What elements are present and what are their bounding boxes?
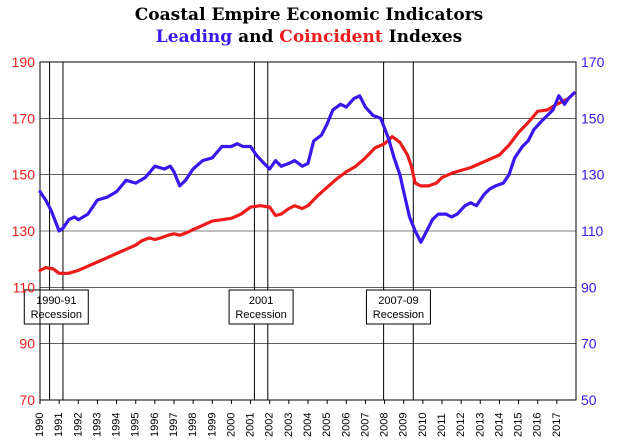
x-tick-2010: 2010 <box>417 413 429 437</box>
x-tick-2011: 2011 <box>436 413 448 437</box>
x-tick-2013: 2013 <box>474 413 486 437</box>
recession-box-0 <box>23 289 89 325</box>
y-right-tick-110: 110 <box>581 223 604 239</box>
series-line-coincident <box>38 91 576 275</box>
x-tick-2009: 2009 <box>398 413 410 437</box>
y-right-tick-130: 130 <box>581 167 605 183</box>
x-tick-2003: 2003 <box>283 413 295 437</box>
y-left-tick-70: 70 <box>19 392 35 408</box>
y-right-tick-170: 170 <box>581 54 605 70</box>
subtitle-part-coincident: Coincident <box>279 27 383 47</box>
x-tick-1991: 1991 <box>53 413 65 437</box>
series-line-leading <box>38 91 576 244</box>
x-tick-2000: 2000 <box>225 413 237 437</box>
subtitle-part-indexes: Indexes <box>383 27 462 47</box>
x-tick-1993: 1993 <box>91 413 103 437</box>
recession-sublabel-2: Recession <box>373 309 424 321</box>
x-tick-1990: 1990 <box>34 413 46 437</box>
x-tick-2012: 2012 <box>455 413 467 437</box>
x-tick-2014: 2014 <box>493 413 505 437</box>
x-tick-2016: 2016 <box>532 413 544 437</box>
x-tick-1997: 1997 <box>168 413 180 437</box>
recession-box-1 <box>228 289 294 325</box>
x-tick-2004: 2004 <box>302 413 314 437</box>
x-tick-1998: 1998 <box>187 413 199 437</box>
y-left-tick-90: 90 <box>19 336 35 352</box>
recession-sublabel-0: Recession <box>31 309 82 321</box>
recession-label-1: 2001 <box>249 295 273 307</box>
y-left-tick-150: 150 <box>12 167 36 183</box>
subtitle-part-and: and <box>232 27 279 47</box>
x-tick-1992: 1992 <box>72 413 84 437</box>
x-tick-2002: 2002 <box>264 413 276 437</box>
plot-area: 1990-91 Recession 2001 Recession 2007-09 Rece… <box>12 54 605 437</box>
x-tick-2015: 2015 <box>513 413 525 437</box>
x-tick-2007: 2007 <box>359 413 371 437</box>
y-left-tick-170: 170 <box>12 110 36 126</box>
y-left-tick-110: 110 <box>13 279 36 295</box>
x-tick-1994: 1994 <box>111 413 123 437</box>
x-tick-1996: 1996 <box>149 413 161 437</box>
recession-label-0: 1990-91 <box>36 295 76 307</box>
recession-label-2: 2007-09 <box>378 295 418 307</box>
x-tick-1995: 1995 <box>130 413 142 437</box>
recession-box-2 <box>365 289 431 325</box>
x-tick-1999: 1999 <box>206 413 218 437</box>
chart-subtitle: Leading and Coincident Indexes <box>156 27 462 47</box>
x-tick-2008: 2008 <box>379 413 391 437</box>
x-tick-2017: 2017 <box>551 413 563 437</box>
y-left-tick-190: 190 <box>12 54 36 70</box>
y-right-tick-150: 150 <box>581 110 605 126</box>
y-left-tick-130: 130 <box>12 223 36 239</box>
chart-title: Coastal Empire Economic Indicators <box>135 5 483 25</box>
recession-sublabel-1: Recession <box>235 309 286 321</box>
x-tick-2005: 2005 <box>321 413 333 437</box>
x-tick-2006: 2006 <box>340 413 352 437</box>
x-tick-2001: 2001 <box>245 413 257 437</box>
subtitle-part-leading: Leading <box>156 27 232 47</box>
y-right-tick-50: 50 <box>581 392 597 408</box>
y-right-tick-70: 70 <box>581 336 597 352</box>
y-right-tick-90: 90 <box>581 279 597 295</box>
